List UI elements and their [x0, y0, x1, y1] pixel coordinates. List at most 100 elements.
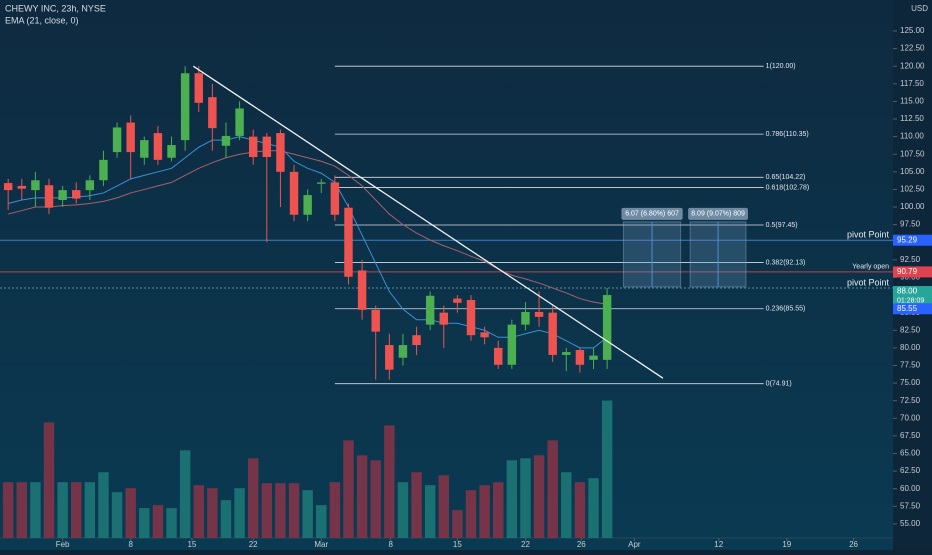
- candle-body: [194, 73, 203, 103]
- price-tag-label: 88.00: [897, 287, 918, 296]
- x-tick-label: 22: [249, 540, 258, 549]
- measure-label: 6.07 (6.80%) 607: [625, 211, 679, 218]
- volume-bar: [384, 425, 395, 538]
- candle-body: [140, 140, 149, 158]
- volume-bar: [411, 472, 422, 538]
- candle-body: [17, 185, 27, 189]
- fib-label: 0.382(92.13): [766, 259, 806, 266]
- candle-body: [44, 185, 54, 208]
- x-tick-label: 8: [388, 540, 393, 549]
- volume-bar: [193, 485, 204, 538]
- candle-body: [221, 135, 231, 146]
- horizontal-line-label: pivot Point: [847, 230, 890, 240]
- x-tick-label: Apr: [628, 540, 641, 549]
- volume-bar: [98, 472, 109, 538]
- volume-bar: [139, 508, 150, 538]
- candle-body: [85, 180, 95, 191]
- candle-body: [248, 136, 258, 158]
- x-tick-label: Feb: [56, 540, 70, 549]
- candle-body: [589, 355, 598, 360]
- y-tick-label: 102.50: [900, 185, 925, 194]
- volume-bar: [247, 458, 259, 538]
- y-tick-label: 65.00: [900, 449, 921, 458]
- fib-label: 0.236(85.55): [766, 306, 806, 313]
- y-tick-label: 77.50: [900, 361, 921, 370]
- volume-bar: [302, 490, 313, 538]
- candle-body: [534, 311, 544, 317]
- candle-body: [562, 352, 571, 355]
- y-tick-label: 82.50: [900, 325, 921, 334]
- y-tick-label: 120.00: [900, 61, 925, 70]
- candle-body: [412, 335, 421, 346]
- candle-body: [167, 145, 176, 158]
- candle-body: [575, 349, 585, 365]
- price-tag-countdown: 01:28:09: [897, 297, 924, 304]
- candle-body: [58, 190, 67, 200]
- indicator-label: EMA (21, close, 0): [5, 15, 79, 25]
- candle-body: [494, 347, 503, 365]
- volume-bar: [275, 483, 286, 538]
- candle-body: [276, 133, 285, 172]
- candle-body: [72, 190, 81, 199]
- candle-body: [398, 345, 408, 358]
- volume-bar: [288, 483, 300, 538]
- volume-bar: [343, 440, 354, 538]
- candle-body: [3, 183, 13, 191]
- price-tag-label: 90.79: [897, 267, 918, 276]
- volume-bar: [574, 482, 586, 538]
- candle-body: [112, 127, 122, 153]
- measure-label: 8.09 (9.07%) 809: [691, 211, 745, 218]
- fib-label: 0.5(97.45): [766, 222, 798, 229]
- volume-bar: [179, 450, 191, 538]
- y-tick-label: 67.50: [900, 431, 921, 440]
- y-tick-label: 125.00: [900, 26, 925, 35]
- volume-bar: [152, 505, 164, 538]
- currency: USD: [911, 4, 928, 13]
- y-tick-label: 75.00: [900, 378, 921, 387]
- candle-body: [262, 136, 272, 158]
- candle-body: [507, 324, 517, 365]
- volume-bar: [452, 510, 463, 538]
- volume-bar: [356, 455, 368, 538]
- price-tag-label: 85.55: [897, 304, 918, 313]
- volume-bar: [493, 482, 504, 538]
- volume-bar: [520, 458, 531, 538]
- volume-bar: [57, 482, 68, 538]
- y-tick-label: 117.50: [900, 79, 924, 88]
- candle-body: [208, 97, 217, 129]
- candle-body: [385, 345, 394, 370]
- volume-bar: [438, 475, 449, 538]
- y-tick-label: 57.50: [900, 501, 921, 510]
- volume-bar: [2, 482, 14, 538]
- volume-bar: [220, 500, 232, 538]
- y-tick-label: 97.50: [900, 220, 921, 229]
- candle-body: [439, 312, 448, 325]
- price-tag: [893, 286, 932, 307]
- volume-bar: [166, 508, 177, 538]
- moving-average: [8, 150, 608, 305]
- volume-bar: [601, 400, 613, 538]
- x-tick-label: 22: [521, 540, 530, 549]
- candle-body: [466, 299, 476, 336]
- candle-body: [548, 312, 557, 355]
- price-tag: [893, 234, 932, 246]
- candle-body: [153, 133, 163, 160]
- volume-bar: [316, 505, 327, 538]
- y-tick-label: 60.00: [900, 484, 921, 493]
- chart-title: CHEWY INC, 23h, NYSE: [5, 3, 106, 13]
- x-tick-label: Mar: [314, 540, 328, 549]
- fib-label: 0.786(110.35): [766, 131, 809, 138]
- candle-body: [31, 180, 40, 191]
- x-tick-label: 26: [849, 540, 858, 549]
- candle-body: [235, 108, 244, 136]
- y-tick-label: 70.00: [900, 413, 921, 422]
- volume-bar: [397, 482, 409, 538]
- volume-bar: [547, 440, 558, 538]
- candle-body: [521, 311, 530, 325]
- candle-body: [344, 207, 353, 277]
- price-tag: [893, 303, 932, 315]
- volume-bar: [506, 460, 518, 538]
- fib-label: 1(120.00): [766, 63, 796, 70]
